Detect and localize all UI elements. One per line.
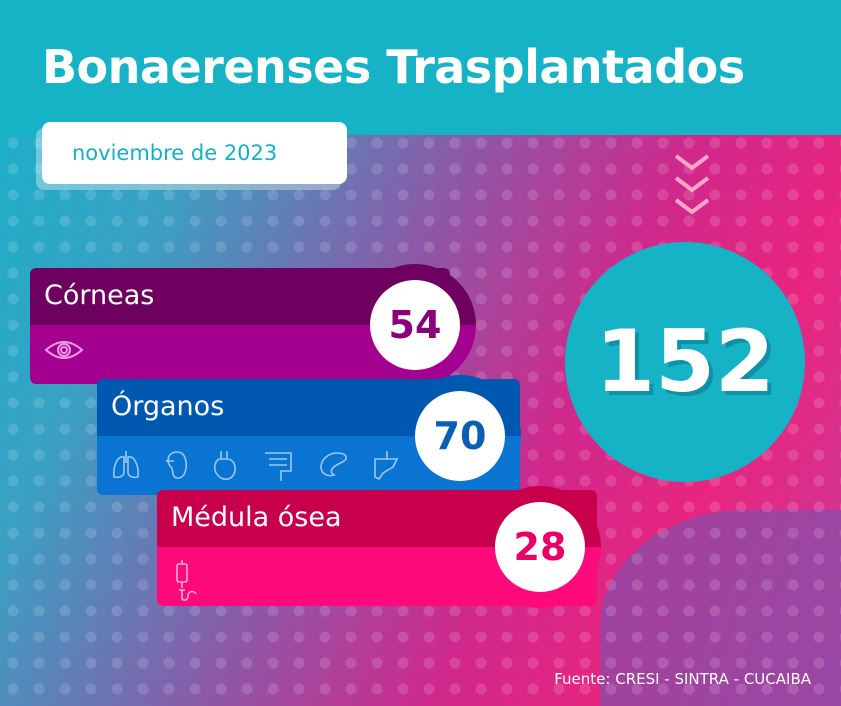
chevrons-down-icon [674,154,710,215]
card-medula-osea: Médula ósea 28 [157,486,601,608]
date-badge: noviembre de 2023 [42,122,347,184]
source-caption: Fuente: CRESI - SINTRA - CUCAIBA [554,670,811,688]
total-circle: 152 [565,242,805,482]
count-badge: 54 [370,280,460,370]
total-value: 152 [595,312,775,412]
card-label: Médula ósea [171,502,342,533]
card-organos: Órganos 70 [97,375,521,497]
liver-icon [374,451,399,481]
count-badge: 28 [495,502,585,592]
page-title: Bonaerenses Trasplantados [42,40,745,94]
date-text: noviembre de 2023 [72,141,278,165]
card-corneas: Córneas 54 [30,264,476,386]
eye-icon [44,341,84,359]
card-label: Córneas [44,280,155,311]
intestine-icon [265,452,292,481]
lungs-icon [113,451,139,479]
icon-row [111,449,401,483]
heart-icon [213,451,236,480]
card-label: Órganos [111,391,225,422]
pancreas-icon [320,452,347,477]
header-band [0,0,841,135]
icon-row [44,338,84,362]
kidney-icon [166,451,188,479]
count-badge: 70 [415,391,505,481]
icon-row [171,560,201,602]
iv-bag-icon [176,560,197,601]
